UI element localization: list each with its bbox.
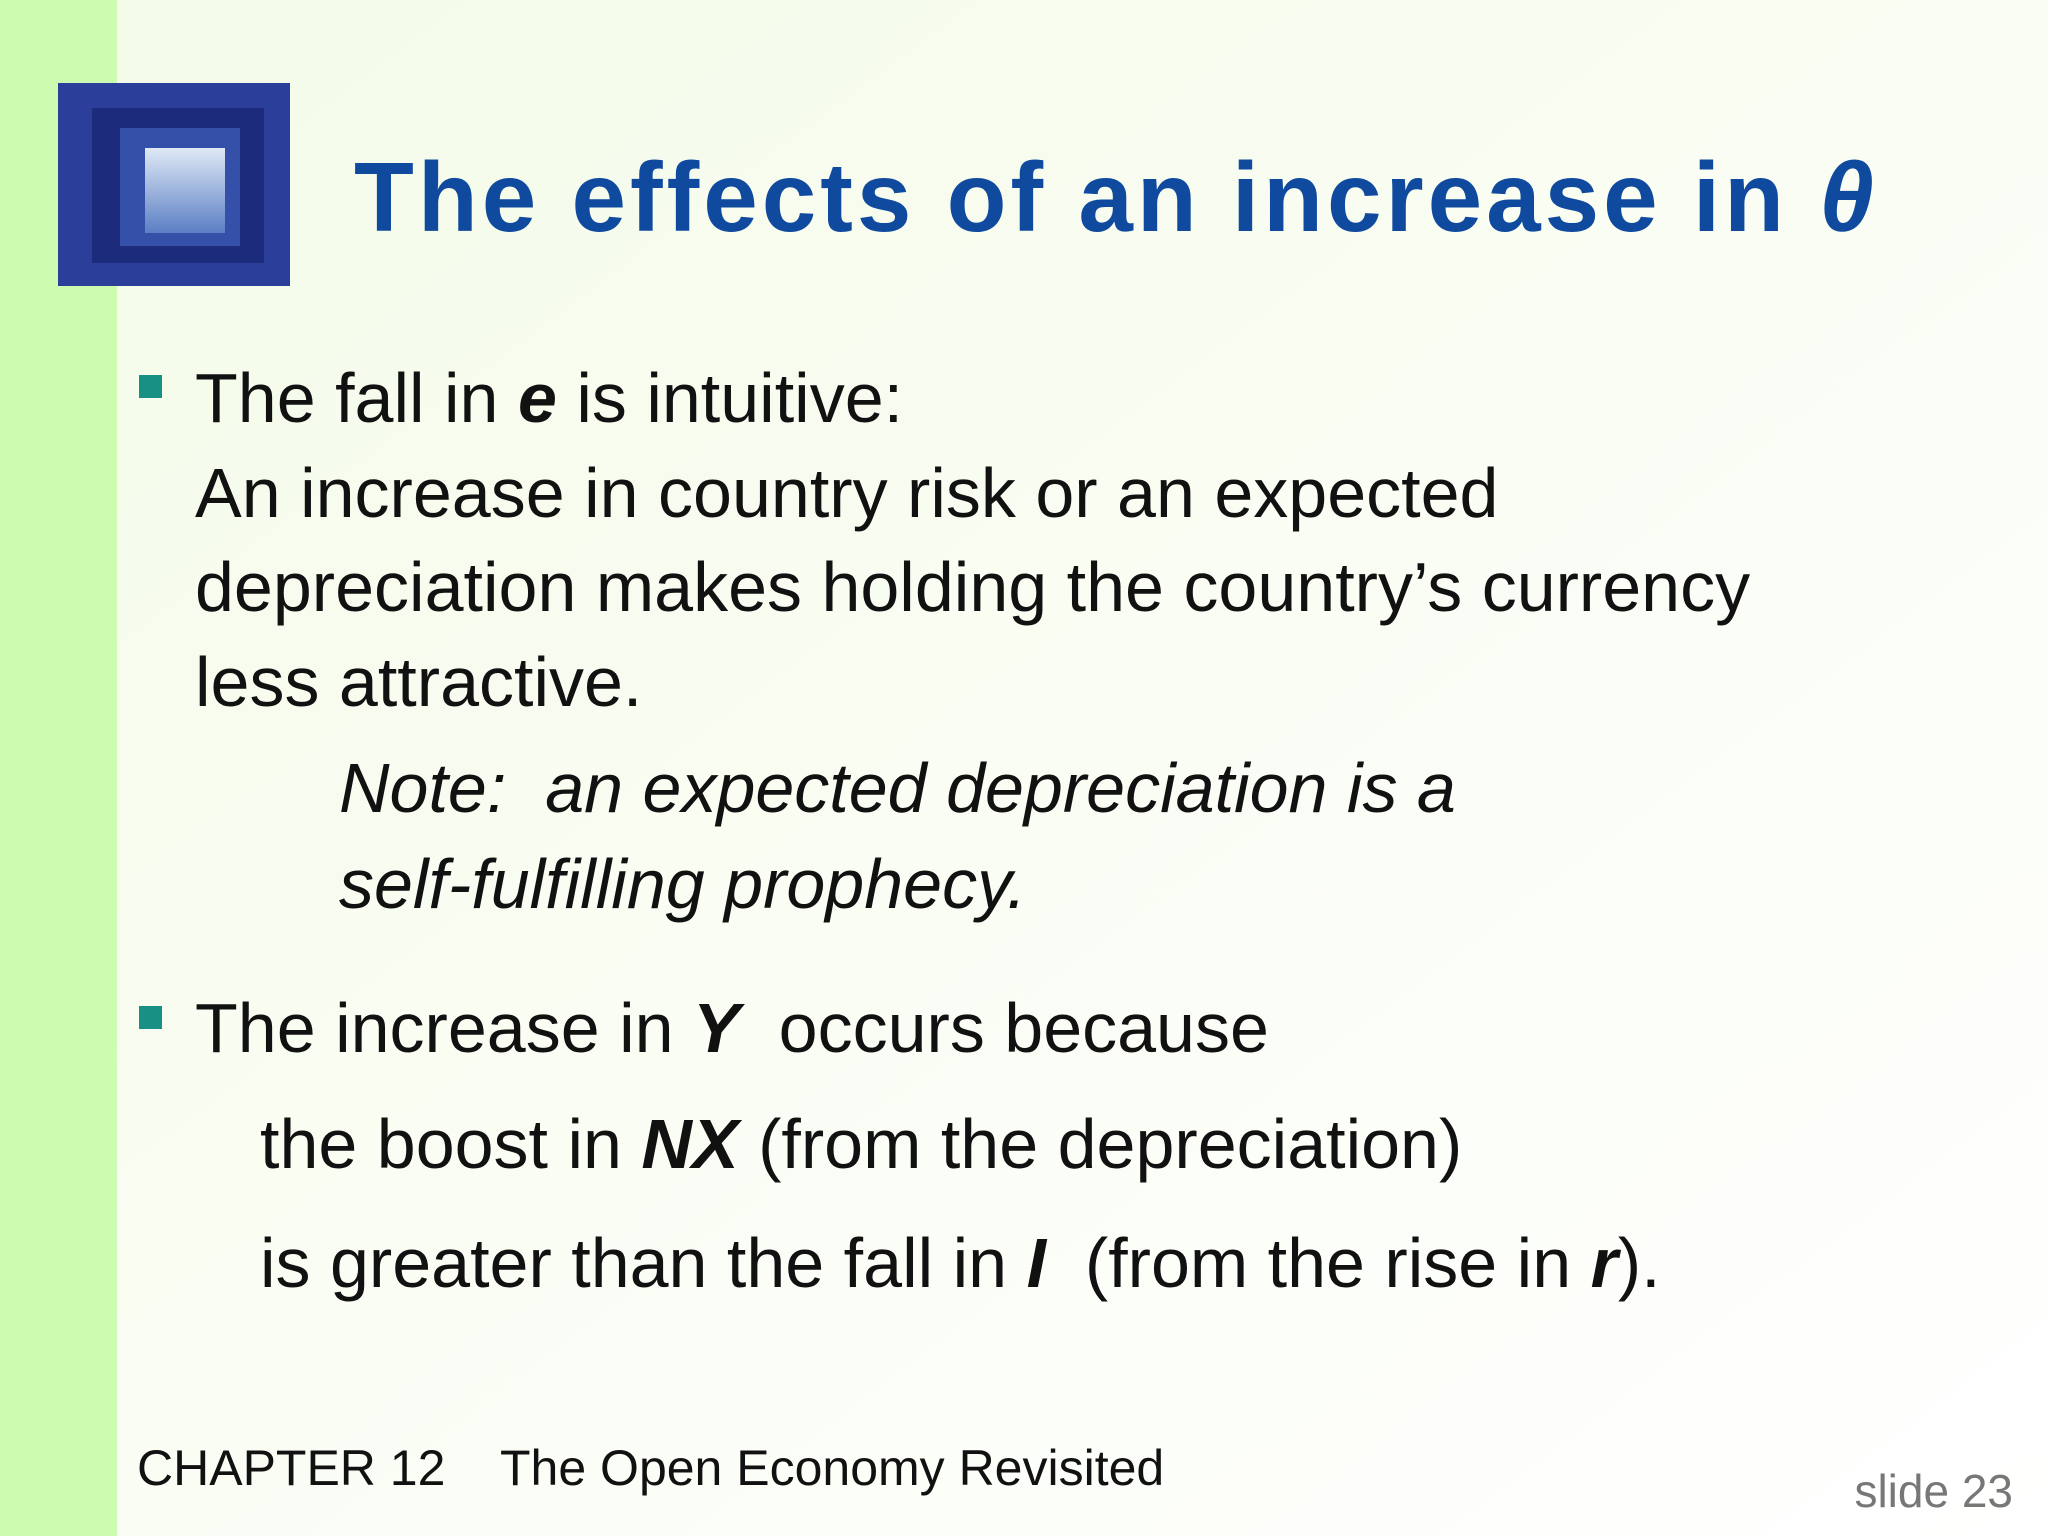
text-run: (from the rise in <box>1046 1224 1591 1302</box>
text-run: occurs because <box>740 989 1269 1067</box>
bullet-line: An increase in country risk or an expect… <box>195 454 1498 532</box>
bullet-line: The fall in e is intuitive: <box>195 359 903 437</box>
symbol: e <box>518 359 557 437</box>
note-line: Note: an expected depreciation is a <box>339 749 1456 827</box>
bullet-marker <box>139 1006 162 1029</box>
text-run: is intuitive: <box>557 359 903 437</box>
text-run: (from the depreciation) <box>739 1105 1463 1183</box>
title: The effects of an increase in θ <box>354 142 1878 252</box>
title-text: The effects of an increase in <box>354 142 1819 252</box>
footer-book: The Open Economy Revisited <box>500 1440 1164 1496</box>
text-run: is greater than the fall in <box>260 1224 1027 1302</box>
bullet-marker <box>139 375 162 398</box>
bullet-line: The increase in Y occurs because <box>195 989 1269 1067</box>
footer-chapter: CHAPTER 12 <box>137 1440 445 1496</box>
logo-image <box>58 83 290 286</box>
symbol: r <box>1591 1224 1622 1302</box>
note-line: self-fulfilling prophecy. <box>339 845 1026 923</box>
text-run: ). <box>1618 1224 1661 1302</box>
bullet-line: the boost in NX (from the depreciation) <box>260 1105 1462 1183</box>
bullet-line: is greater than the fall in I (from the … <box>260 1224 1661 1302</box>
symbol: I <box>1027 1224 1048 1302</box>
slide-number: slide 23 <box>1854 1465 2013 1517</box>
bullet-line: depreciation makes holding the country’s… <box>195 548 1750 626</box>
text-run: The increase in <box>195 989 693 1067</box>
symbol: Y <box>693 989 745 1067</box>
title-symbol: θ <box>1819 142 1878 252</box>
symbol: NX <box>641 1105 743 1183</box>
bullet-line: less attractive. <box>195 643 642 721</box>
text-run: the boost in <box>260 1105 641 1183</box>
text-run: The fall in <box>195 359 518 437</box>
